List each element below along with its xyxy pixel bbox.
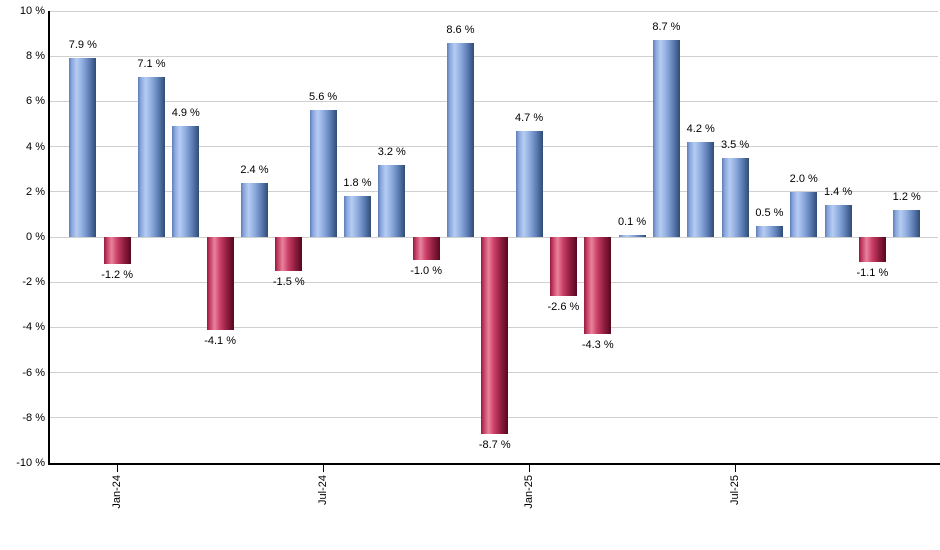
bar-positive [137,76,165,237]
bar-negative [412,237,440,260]
bar-value-label: -4.1 % [204,334,236,347]
bar-value-label: 1.2 % [892,190,921,203]
y-gridline [50,55,938,57]
bar-negative [103,237,131,265]
bar-positive [790,191,818,237]
bar-positive [721,157,749,237]
y-axis-label: -8 % [22,411,45,424]
y-axis-label: 6 % [26,95,45,108]
bar-value-label: 2.4 % [240,163,269,176]
bar-value-label: -1.1 % [856,266,889,279]
y-axis-label: -4 % [22,321,45,334]
bar-value-label: 0.1 % [618,215,647,228]
x-axis-label: Jan-24 [111,475,124,509]
bar-value-label: 5.6 % [309,91,338,104]
y-axis-label: -10 % [16,457,45,469]
bar-positive [446,42,474,237]
bar-negative [206,237,234,330]
bar-positive [172,126,200,237]
bar-positive [652,40,680,237]
y-gridline [50,10,938,12]
bar-value-label: 4.2 % [686,123,715,136]
bar-positive [893,209,921,237]
bar-value-label: 0.5 % [755,206,784,219]
bar-negative [549,237,577,296]
x-axis-tick [529,463,531,472]
bar-negative [481,237,509,434]
x-axis-tick [323,463,325,472]
y-gridline [50,191,938,193]
bar-value-label: 8.6 % [446,23,475,36]
x-axis-label: Jan-25 [523,475,536,509]
y-axis-label: 10 % [19,5,45,17]
x-axis-tick [735,463,737,472]
bar-value-label: 1.4 % [823,186,853,199]
bar-value-label: 7.9 % [68,39,97,52]
bar-value-label: 3.2 % [377,145,406,158]
x-axis-label: Jul-24 [317,475,330,505]
bar-positive [378,164,406,237]
y-axis-label: 0 % [26,231,45,243]
bar-value-label: 4.9 % [171,107,200,120]
bar-negative [584,237,612,335]
x-axis-label: Jul-25 [729,475,742,505]
bar-value-label: 7.1 % [137,57,166,70]
bar-negative [275,237,303,271]
bar-positive [515,130,543,237]
y-axis-label: 4 % [26,140,45,153]
y-axis-label: -2 % [22,276,45,289]
x-axis-tick [117,463,119,472]
bar-positive [343,196,371,237]
y-gridline [50,100,938,102]
bar-value-label: -1.0 % [410,264,442,277]
bar-value-label: -1.2 % [101,269,134,282]
y-axis-line [48,11,50,465]
bar-value-label: 2.0 % [789,172,818,185]
bar-value-label: 1.8 % [343,177,372,190]
bar-positive [755,225,783,237]
bar-value-label: 8.7 % [652,21,681,34]
bar-value-label: 4.7 % [515,111,544,124]
bar-value-label: -8.7 % [478,438,511,451]
bar-positive [618,234,646,237]
bar-positive [824,205,852,237]
bar-value-label: 3.5 % [720,138,750,151]
bar-positive [69,58,97,237]
bar-positive [309,110,337,237]
y-axis-label: 2 % [26,185,45,198]
x-axis-line [48,463,940,465]
bar-value-label: -2.6 % [547,300,580,313]
bar-positive [240,182,268,237]
bar-negative [858,237,886,262]
bar-value-label: -4.3 % [581,339,614,352]
bar-positive [687,142,715,237]
y-axis-label: 8 % [26,50,45,63]
y-axis-label: -6 % [22,366,45,379]
bar-value-label: -1.5 % [272,275,305,288]
y-gridline [50,146,938,148]
